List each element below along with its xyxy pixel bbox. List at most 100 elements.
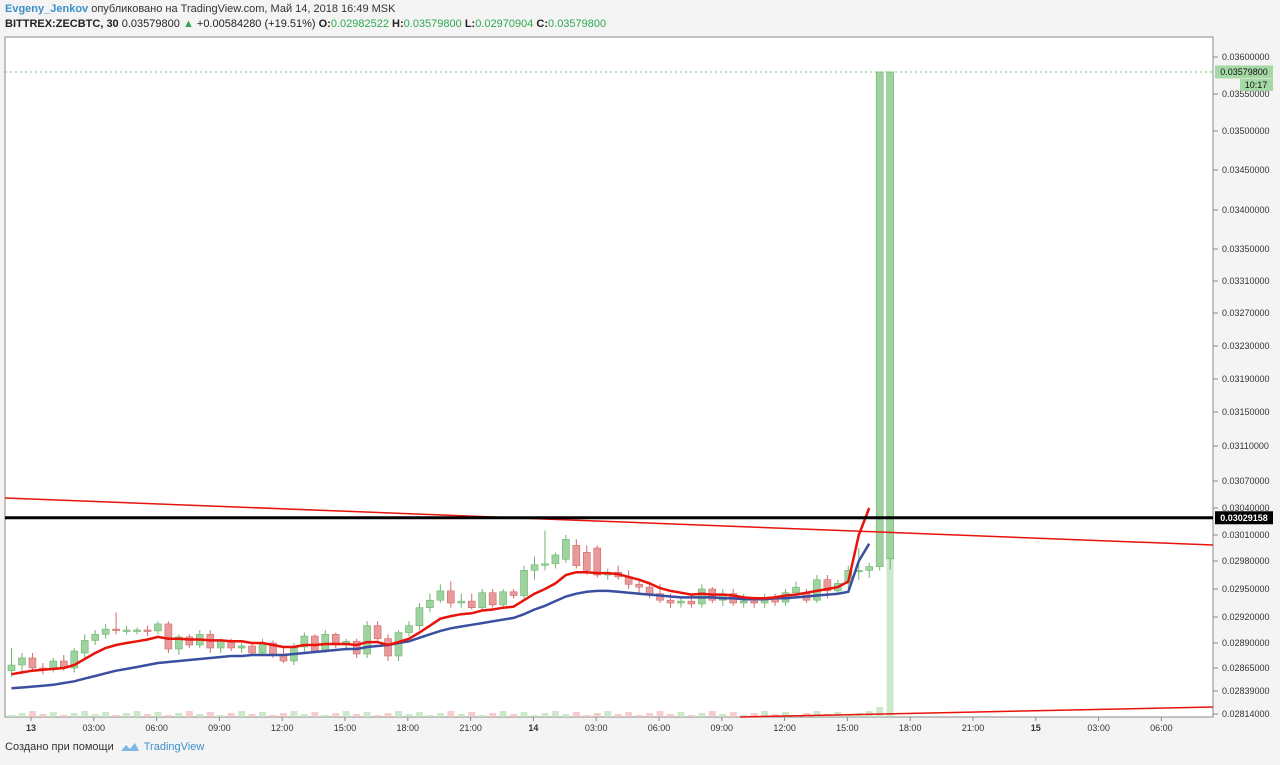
- volume-bars: [8, 557, 894, 717]
- volume-bar: [259, 712, 267, 717]
- time-tick-label: 03:00: [1087, 723, 1110, 733]
- level-label: 0.03029158: [1220, 513, 1268, 523]
- volume-bar: [279, 713, 287, 717]
- volume-bar: [70, 713, 78, 717]
- publish-info: Evgeny_Jenkov опубликовано на TradingVie…: [5, 3, 395, 15]
- candle-body: [373, 625, 382, 639]
- volume-bar: [510, 714, 518, 717]
- time-tick-label: 15:00: [836, 723, 859, 733]
- time-tick-label: 12:00: [773, 723, 796, 733]
- volume-bar: [520, 712, 528, 717]
- author-link[interactable]: Evgeny_Jenkov: [5, 3, 89, 15]
- candle-body: [739, 600, 748, 604]
- candle-body: [823, 579, 832, 592]
- candle-body: [520, 570, 528, 596]
- published-text: опубликовано на TradingView.com, Май 14,…: [91, 3, 396, 15]
- candle-body: [666, 599, 675, 604]
- time-tick-label: 18:00: [397, 723, 420, 733]
- candle-body: [300, 635, 309, 648]
- volume-bar: [562, 714, 570, 717]
- time-tick-label: 15: [1031, 723, 1041, 733]
- volume-bar: [81, 711, 89, 717]
- time-tick-label: 14: [528, 723, 538, 733]
- candle-body: [467, 600, 476, 608]
- volume-bar: [771, 714, 779, 717]
- candle-body: [687, 600, 696, 605]
- price-axis[interactable]: 0.03600000 0.03550000 0.03500000 0.03450000…: [1213, 52, 1270, 719]
- volume-bar: [604, 711, 612, 717]
- candle-body: [101, 628, 110, 635]
- volume-bar: [405, 714, 413, 717]
- volume-bar: [656, 711, 664, 717]
- volume-bar: [112, 715, 120, 717]
- time-tick-label: 06:00: [1150, 723, 1173, 733]
- last-price-marker: 0.03579800 10:17: [1215, 65, 1273, 91]
- countdown-label: 10:17: [1245, 80, 1268, 90]
- upper-trendline[interactable]: [4, 497, 1214, 546]
- volume-bar: [551, 711, 559, 717]
- volume-bar: [123, 713, 131, 717]
- volume-bar: [384, 713, 392, 717]
- volume-bar: [729, 712, 737, 717]
- high-value: 0.03579800: [403, 18, 462, 30]
- volume-bar: [196, 714, 204, 717]
- time-tick-label: 12:00: [271, 723, 294, 733]
- volume-bar: [478, 715, 486, 717]
- candle-body: [133, 629, 141, 632]
- last-price: 0.03579800: [121, 18, 180, 30]
- volume-bar: [457, 714, 465, 717]
- time-axis[interactable]: 13 03:00 06:00 09:00 12:00 15:00 18:00 21:00 14 0…: [26, 717, 1173, 733]
- volume-bar: [572, 712, 580, 717]
- volume-bar: [143, 714, 151, 717]
- candle-body: [28, 657, 37, 669]
- candle-body: [321, 634, 330, 652]
- price-chart[interactable]: 0.03600000 0.03550000 0.03500000 0.03450000…: [0, 0, 1280, 740]
- candle-body: [457, 600, 466, 604]
- volume-bar: [185, 711, 193, 717]
- price-tick-label: 0.03350000: [1222, 244, 1270, 254]
- price-tick-label: 0.03150000: [1222, 407, 1270, 417]
- volume-bar: [238, 711, 246, 717]
- time-tick-label: 06:00: [648, 723, 671, 733]
- price-tick-label: 0.03010000: [1222, 530, 1270, 540]
- time-tick-label: 21:00: [459, 723, 482, 733]
- candle-body: [112, 628, 120, 631]
- candle-body: [248, 645, 256, 654]
- plot-area[interactable]: [4, 36, 1214, 718]
- volume-bar: [321, 715, 329, 717]
- candle-body: [175, 636, 183, 650]
- open-value: 0.02982522: [330, 18, 389, 30]
- price-tick-label: 0.02865000: [1222, 663, 1270, 673]
- candle-body: [562, 539, 570, 560]
- volume-bar: [782, 712, 790, 717]
- volume-bar: [468, 712, 476, 717]
- lower-trendline[interactable]: [739, 706, 1214, 718]
- time-tick-label: 15:00: [334, 723, 357, 733]
- candle-body: [154, 623, 162, 632]
- volume-bar: [426, 715, 434, 717]
- tradingview-brand[interactable]: TradingView: [120, 741, 204, 753]
- volume-bar: [290, 711, 298, 717]
- volume-bar: [489, 713, 497, 717]
- symbol-label: BITTREX:ZECBTC, 30: [5, 18, 119, 30]
- high-label: H:: [392, 18, 404, 30]
- price-tick-label: 0.03190000: [1222, 374, 1270, 384]
- candle-body: [185, 636, 194, 646]
- candle-body: [478, 592, 487, 608]
- low-value: 0.02970904: [475, 18, 534, 30]
- candle-body: [593, 547, 602, 576]
- time-tick-label: 03:00: [83, 723, 106, 733]
- time-tick-label: 09:00: [208, 723, 231, 733]
- volume-bar: [593, 713, 601, 717]
- price-tick-label: 0.03270000: [1222, 308, 1270, 318]
- volume-bar: [740, 715, 748, 717]
- volume-bar: [248, 714, 256, 717]
- volume-bar: [447, 711, 455, 717]
- volume-bar: [353, 714, 361, 717]
- candle-body: [551, 554, 560, 565]
- candle-body: [405, 625, 413, 633]
- candle-body: [509, 591, 518, 596]
- candle-body: [70, 650, 79, 669]
- volume-bar: [886, 557, 894, 717]
- volume-bar: [311, 712, 319, 717]
